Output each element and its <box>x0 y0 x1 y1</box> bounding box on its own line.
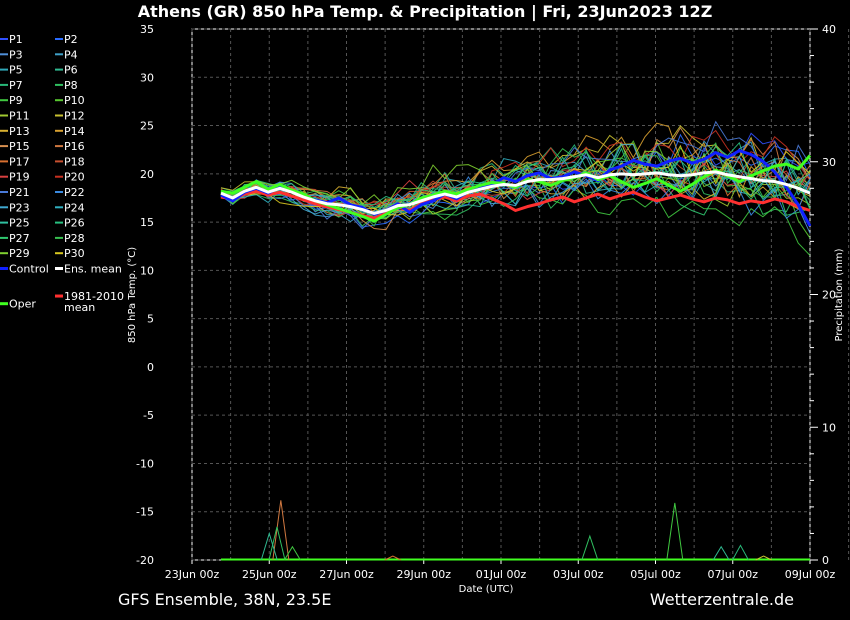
precipitation-series <box>220 500 810 561</box>
precip-spike <box>268 526 286 561</box>
precip-spike <box>384 555 402 561</box>
legend-label: P1 <box>9 33 23 46</box>
x-tick-label: 25Jun 00z <box>242 568 297 581</box>
legend-label: mean <box>64 301 95 314</box>
y2-tick-label: 20 <box>822 289 836 302</box>
precip-spike <box>755 555 772 561</box>
y2-axis: 40 30 20 10 0 <box>810 23 836 567</box>
legend-label: Control <box>9 263 49 276</box>
y2-axis-label: Precipitation (mm) <box>834 248 845 341</box>
y2-tick-label: 0 <box>822 554 829 567</box>
x-tick-label: 05Jul 00z <box>630 568 681 581</box>
legend-label: P19 <box>9 171 30 184</box>
x-axis: 23Jun 00z 25Jun 00z 27Jun 00z 29Jun 00z 01Ju… <box>165 560 836 581</box>
legend-label: Oper <box>9 298 36 311</box>
legend-label: P16 <box>64 140 85 153</box>
member-line <box>220 144 811 218</box>
legend-label: P4 <box>64 48 78 61</box>
x-tick-label: 09Jul 00z <box>785 568 836 581</box>
legend-label: P15 <box>9 140 30 153</box>
member-line <box>220 144 811 216</box>
y-tick-label: -10 <box>136 457 154 470</box>
legend-label: P8 <box>64 79 78 92</box>
legend: P1 P2 P3 P4 P5 P6 P7 P8 P9 P10 P11 P12 P13 P14 P15 P16 P… <box>0 33 124 314</box>
precip-spike <box>581 534 599 561</box>
y2-tick-label: 10 <box>822 421 836 434</box>
legend-label: P9 <box>9 94 23 107</box>
y-tick-label: 35 <box>140 23 154 36</box>
x-tick-label: 07Jul 00z <box>707 568 758 581</box>
legend-label: P12 <box>64 110 85 123</box>
legend-label: P18 <box>64 155 85 168</box>
series-line <box>220 170 811 215</box>
y-axis: 35 30 25 20 15 10 5 0 -5 -10 -15 -20 <box>136 23 154 567</box>
x-tick-label: 29Jun 00z <box>397 568 452 581</box>
legend-label: P13 <box>9 125 30 138</box>
y-axis-label: 850 hPa Temp. (°C) <box>127 247 138 343</box>
precip-spike <box>272 500 290 561</box>
y-tick-label: -20 <box>136 554 154 567</box>
y-tick-label: 20 <box>140 168 154 181</box>
footer-model-info: GFS Ensemble, 38N, 23.5E <box>118 590 331 609</box>
legend-label: Ens. mean <box>64 263 122 276</box>
legend-label: P27 <box>9 232 30 245</box>
legend-label: P10 <box>64 94 85 107</box>
legend-label: P23 <box>9 201 30 214</box>
precip-spike <box>260 531 278 561</box>
legend-label: P3 <box>9 48 23 61</box>
y-tick-label: -5 <box>143 409 154 422</box>
y-tick-label: 5 <box>147 313 154 326</box>
precip-spike <box>732 544 749 561</box>
legend-label: P21 <box>9 186 30 199</box>
precip-spike <box>712 545 730 561</box>
legend-label: P14 <box>64 125 85 138</box>
y-tick-label: 15 <box>140 216 154 229</box>
y-tick-label: 30 <box>140 71 154 84</box>
x-tick-label: 23Jun 00z <box>165 568 220 581</box>
x-tick-label: 01Jul 00z <box>476 568 527 581</box>
legend-label: 1981-2010 <box>64 290 124 303</box>
y2-tick-label: 40 <box>822 23 836 36</box>
main-series <box>220 149 812 227</box>
precip-spike <box>666 502 684 561</box>
x-tick-label: 03Jul 00z <box>553 568 604 581</box>
legend-label: P5 <box>9 64 23 77</box>
legend-label: P11 <box>9 110 30 123</box>
member-line <box>220 155 811 214</box>
x-axis-label: Date (UTC) <box>459 584 514 595</box>
precip-spike <box>283 545 301 561</box>
y2-tick-label: 30 <box>822 156 836 169</box>
y-tick-label: 25 <box>140 120 154 133</box>
member-line <box>220 150 811 208</box>
legend-label: P20 <box>64 171 85 184</box>
legend-label: P29 <box>9 247 30 260</box>
legend-label: P30 <box>64 247 85 260</box>
y-tick-label: -15 <box>136 506 154 519</box>
y-tick-label: 10 <box>140 264 154 277</box>
x-tick-label: 27Jun 00z <box>319 568 374 581</box>
legend-label: P28 <box>64 232 85 245</box>
y-tick-label: 0 <box>147 361 154 374</box>
member-line <box>220 120 811 230</box>
legend-label: P24 <box>64 201 85 214</box>
legend-label: P22 <box>64 186 85 199</box>
legend-label: P17 <box>9 155 30 168</box>
legend-label: P6 <box>64 64 78 77</box>
grid <box>191 28 850 561</box>
legend-label: P2 <box>64 33 78 46</box>
footer-source: Wetterzentrale.de <box>650 590 794 609</box>
legend-label: P7 <box>9 79 23 92</box>
chart-title: Athens (GR) 850 hPa Temp. & Precipitatio… <box>138 2 713 22</box>
legend-label: P25 <box>9 217 30 230</box>
legend-label: P26 <box>64 217 85 230</box>
series-line <box>220 189 811 220</box>
